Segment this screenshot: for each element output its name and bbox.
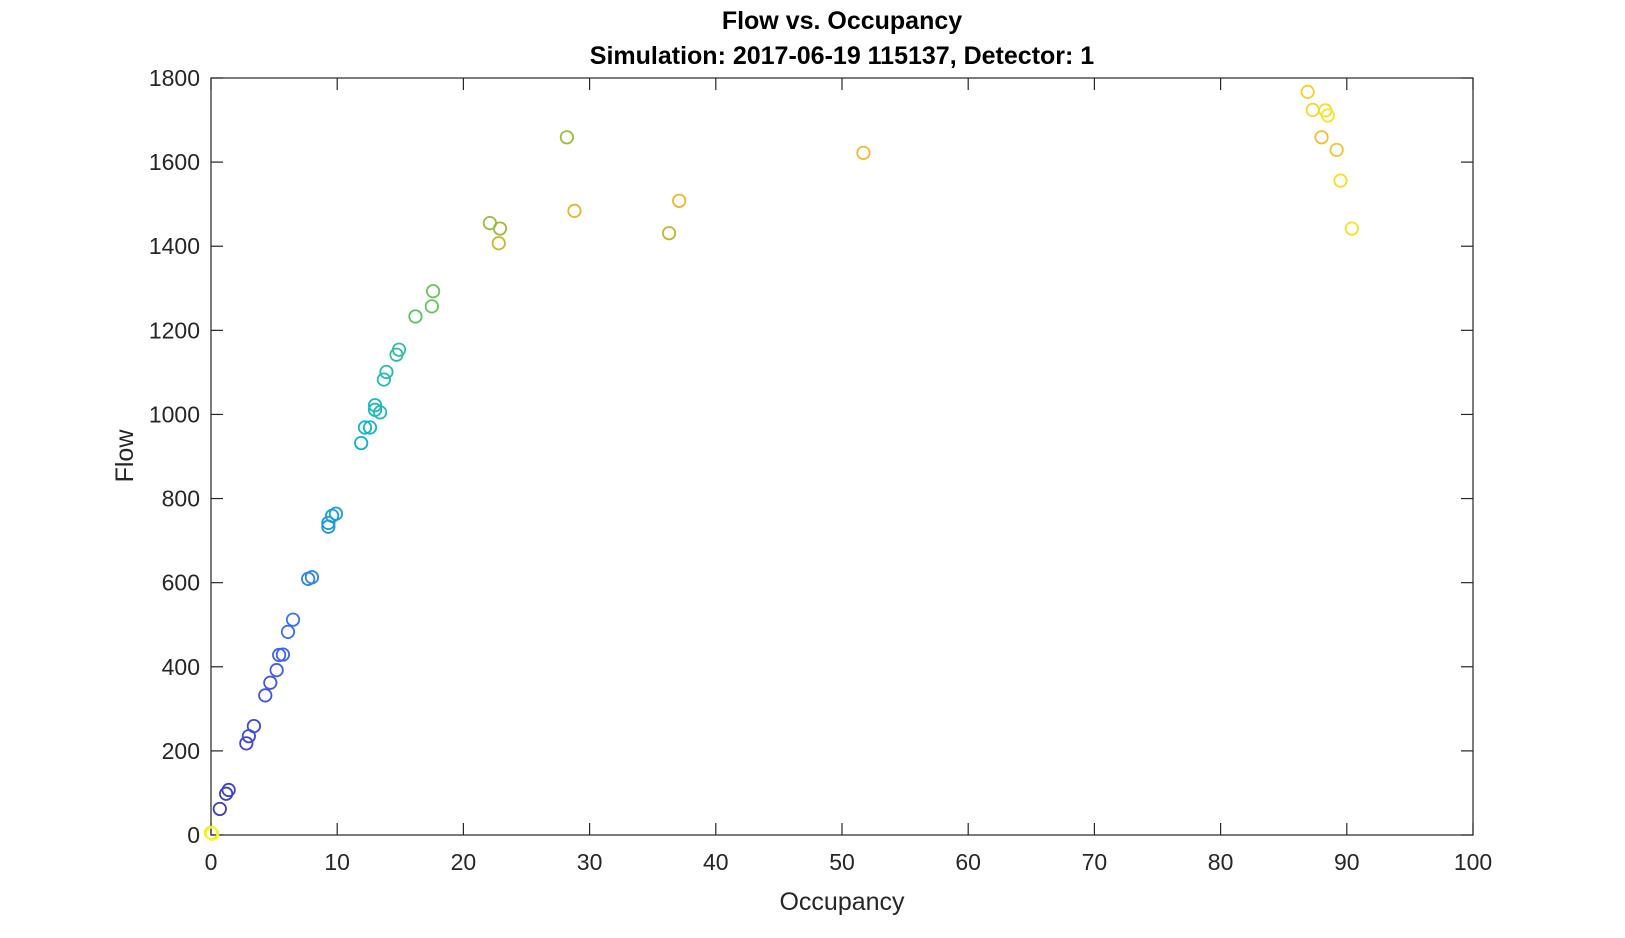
data-point bbox=[1329, 142, 1344, 158]
x-tick-label: 20 bbox=[451, 849, 477, 875]
data-point bbox=[391, 342, 407, 357]
x-tick-label: 50 bbox=[829, 849, 855, 875]
x-tick-label: 10 bbox=[324, 849, 350, 875]
data-point bbox=[357, 420, 373, 435]
data-point bbox=[219, 786, 234, 801]
data-point bbox=[212, 801, 227, 817]
data-point bbox=[304, 570, 320, 585]
x-axis-ticks: 0 10 20 30 40 50 60 70 80 90 100 bbox=[205, 78, 1492, 875]
chart-subtitle: Simulation: 2017-06-19 115137, Detector:… bbox=[590, 42, 1095, 70]
data-point bbox=[1333, 173, 1348, 188]
data-point bbox=[1300, 84, 1315, 99]
data-point bbox=[367, 398, 383, 413]
x-tick-label: 70 bbox=[1082, 849, 1108, 875]
y-axis-label: Flow bbox=[111, 429, 139, 483]
data-point bbox=[559, 130, 574, 145]
data-point bbox=[285, 612, 301, 627]
x-tick-label: 90 bbox=[1334, 849, 1360, 875]
x-axis-label: Occupancy bbox=[779, 888, 905, 916]
x-tick-label: 40 bbox=[703, 849, 729, 875]
data-point bbox=[376, 372, 391, 387]
x-tick-label: 80 bbox=[1208, 849, 1234, 875]
data-point bbox=[491, 236, 506, 251]
data-point bbox=[239, 736, 254, 751]
x-tick-label: 60 bbox=[955, 849, 981, 875]
data-point bbox=[269, 663, 284, 678]
data-point bbox=[373, 405, 388, 420]
y-tick-label: 1200 bbox=[149, 317, 200, 343]
x-tick-label: 100 bbox=[1454, 849, 1492, 875]
y-tick-label: 1600 bbox=[149, 149, 200, 175]
y-axis-ticks: 0 200 400 600 800 1000 1200 1400 1600 1800 bbox=[149, 65, 1473, 848]
data-point bbox=[1320, 108, 1335, 123]
data-point bbox=[856, 145, 871, 160]
data-point bbox=[263, 675, 278, 690]
y-tick-label: 1000 bbox=[149, 401, 200, 427]
data-point bbox=[1314, 130, 1329, 145]
y-tick-label: 0 bbox=[187, 822, 200, 848]
y-tick-label: 400 bbox=[162, 654, 200, 680]
data-point bbox=[426, 284, 441, 299]
x-tick-label: 0 bbox=[205, 849, 218, 875]
data-point bbox=[1344, 221, 1359, 236]
data-point bbox=[379, 364, 394, 380]
data-point bbox=[280, 624, 296, 639]
data-point bbox=[221, 782, 236, 798]
x-tick-label: 30 bbox=[577, 849, 603, 875]
data-point bbox=[492, 221, 508, 236]
data-point bbox=[567, 203, 582, 218]
data-point bbox=[672, 193, 687, 208]
data-point bbox=[424, 299, 439, 314]
data-point bbox=[328, 506, 344, 521]
data-points bbox=[203, 84, 1359, 841]
y-tick-label: 1800 bbox=[149, 65, 200, 91]
y-tick-label: 600 bbox=[162, 570, 200, 596]
data-point bbox=[354, 435, 369, 451]
data-point bbox=[205, 826, 220, 841]
y-tick-label: 1400 bbox=[149, 233, 200, 259]
data-point bbox=[362, 420, 378, 435]
y-tick-label: 200 bbox=[162, 738, 200, 764]
data-point bbox=[662, 226, 677, 241]
chart-title: Flow vs. Occupancy bbox=[722, 7, 962, 35]
y-tick-label: 800 bbox=[162, 486, 200, 512]
data-point bbox=[321, 515, 336, 531]
data-point bbox=[246, 718, 262, 734]
data-point bbox=[258, 688, 273, 703]
data-point bbox=[408, 309, 423, 324]
plot-area bbox=[210, 77, 1474, 836]
data-point bbox=[275, 647, 291, 662]
